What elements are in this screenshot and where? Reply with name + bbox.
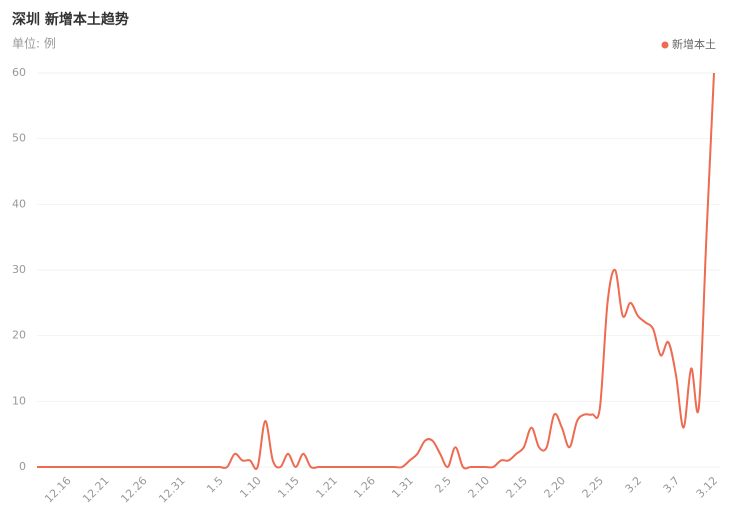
x-tick-label: 3.7 bbox=[661, 474, 683, 496]
x-tick-label: 2.10 bbox=[466, 474, 493, 501]
x-tick-label: 1.31 bbox=[389, 474, 416, 501]
x-tick-label: 12.21 bbox=[80, 474, 111, 505]
x-tick-label: 2.20 bbox=[542, 474, 569, 501]
x-tick-label: 12.16 bbox=[42, 474, 73, 505]
y-tick-label: 30 bbox=[12, 263, 26, 276]
x-tick-label: 3.2 bbox=[623, 474, 645, 496]
x-tick-label: 1.15 bbox=[275, 474, 302, 501]
x-tick-label: 2.25 bbox=[580, 474, 607, 501]
y-tick-label: 0 bbox=[19, 460, 26, 473]
y-tick-label: 50 bbox=[12, 132, 26, 145]
y-tick-label: 40 bbox=[12, 197, 26, 210]
x-tick-label: 3.12 bbox=[694, 474, 721, 501]
x-tick-label: 12.26 bbox=[118, 474, 149, 505]
x-tick-label: 2.15 bbox=[504, 474, 531, 501]
x-tick-label: 2.5 bbox=[432, 474, 454, 496]
y-tick-label: 60 bbox=[12, 66, 26, 79]
x-tick-label: 1.21 bbox=[313, 474, 340, 501]
x-tick-label: 1.26 bbox=[351, 474, 378, 501]
data-line bbox=[36, 72, 715, 470]
chart-title: 深圳 新增本土趋势 bbox=[12, 11, 129, 28]
x-tick-label: 12.31 bbox=[156, 474, 187, 505]
chart-subtitle: 单位: 例 bbox=[12, 36, 56, 51]
y-tick-label: 20 bbox=[12, 329, 26, 342]
legend-marker bbox=[661, 41, 669, 49]
legend-label: 新增本土 bbox=[672, 37, 716, 51]
x-tick-label: 1.10 bbox=[237, 474, 264, 501]
x-tick-label: 1.5 bbox=[204, 474, 226, 496]
y-tick-label: 10 bbox=[12, 394, 26, 407]
